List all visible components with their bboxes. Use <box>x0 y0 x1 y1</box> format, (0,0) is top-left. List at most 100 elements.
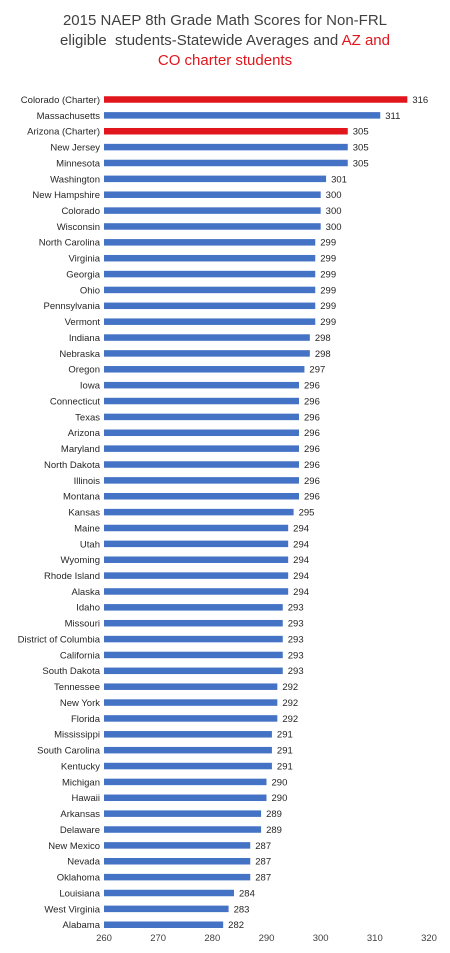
x-axis: 260 270 280 290 300 310 320 <box>96 933 437 944</box>
value-label-11: 299 <box>320 269 336 280</box>
bar-22 <box>104 445 299 452</box>
value-label-10: 299 <box>320 254 336 265</box>
value-label-16: 298 <box>315 349 331 360</box>
title-line-2-part-2: AZ and <box>342 32 390 49</box>
category-label-36: South Dakota <box>42 666 100 677</box>
bar-48 <box>104 858 251 865</box>
bar-51 <box>104 905 229 913</box>
category-label-15: Indiana <box>69 333 101 344</box>
bar-8 <box>104 223 321 230</box>
bar-6 <box>104 191 321 198</box>
bar-4 <box>104 159 348 167</box>
bar-2 <box>104 127 348 135</box>
value-label-17: 297 <box>309 365 325 376</box>
category-label-19: Connecticut <box>50 396 101 407</box>
bar-13 <box>104 302 316 310</box>
value-label-51: 283 <box>234 904 250 915</box>
bar-37 <box>104 683 278 690</box>
value-label-33: 293 <box>288 619 304 630</box>
title-line-2-part-1: eligible students-Statewide Averages and <box>60 32 342 49</box>
bar-40 <box>104 731 272 738</box>
bar-19 <box>104 397 299 405</box>
bar-7 <box>104 207 321 214</box>
category-label-41: South Carolina <box>37 746 101 757</box>
bar-49 <box>104 873 251 881</box>
bar-9 <box>104 239 316 246</box>
value-labels: 316 311 305 305 305 301 300 300 300 299 299 299 299 2… <box>228 95 428 931</box>
title-line-2: eligible students-Statewide Averages and… <box>60 32 390 49</box>
bar-16 <box>104 350 310 357</box>
value-label-49: 287 <box>255 873 271 884</box>
category-label-0: Colorado (Charter) <box>21 95 100 106</box>
value-label-7: 300 <box>326 206 342 217</box>
value-label-18: 296 <box>304 381 320 392</box>
value-label-15: 298 <box>315 333 331 344</box>
value-label-26: 295 <box>299 508 315 519</box>
bar-25 <box>104 493 299 500</box>
value-label-5: 301 <box>331 174 347 185</box>
value-label-32: 293 <box>288 603 304 614</box>
value-label-47: 287 <box>255 841 271 852</box>
category-label-18: Iowa <box>80 381 101 392</box>
bar-1 <box>104 112 381 119</box>
title-line-3-part-1: CO charter students <box>158 52 292 69</box>
value-label-3: 305 <box>353 143 369 154</box>
bar-15 <box>104 334 310 341</box>
x-tick-label-5: 310 <box>367 933 383 944</box>
category-label-32: Idaho <box>76 603 100 614</box>
category-label-22: Maryland <box>61 444 100 455</box>
category-label-29: Wyoming <box>60 555 100 566</box>
value-label-38: 292 <box>282 698 298 709</box>
category-label-37: Tennessee <box>54 682 100 693</box>
value-label-2: 305 <box>353 127 369 138</box>
category-label-40: Mississippi <box>54 730 100 741</box>
bars <box>104 96 408 928</box>
category-label-1: Massachusetts <box>37 111 101 122</box>
category-label-28: Utah <box>80 539 100 550</box>
value-label-28: 294 <box>293 539 309 550</box>
bar-14 <box>104 318 316 325</box>
value-label-39: 292 <box>282 714 298 725</box>
bar-27 <box>104 524 289 532</box>
category-label-17: Oregon <box>68 365 100 376</box>
category-label-20: Texas <box>75 412 100 423</box>
x-tick-label-4: 300 <box>313 933 329 944</box>
value-label-20: 296 <box>304 412 320 423</box>
category-label-24: Illinois <box>74 476 101 487</box>
bar-47 <box>104 842 251 849</box>
category-label-27: Maine <box>74 523 100 534</box>
category-label-25: Montana <box>63 492 101 503</box>
value-label-50: 284 <box>239 888 255 899</box>
title-line-3: CO charter students <box>158 52 292 69</box>
bar-35 <box>104 651 283 659</box>
value-label-46: 289 <box>266 825 282 836</box>
value-label-44: 290 <box>272 793 288 804</box>
value-label-8: 300 <box>326 222 342 233</box>
bar-17 <box>104 366 305 373</box>
value-label-14: 299 <box>320 317 336 328</box>
bar-28 <box>104 540 289 548</box>
value-label-45: 289 <box>266 809 282 820</box>
bar-34 <box>104 635 283 643</box>
category-label-42: Kentucky <box>61 761 100 772</box>
bar-18 <box>104 381 299 389</box>
value-label-43: 290 <box>272 777 288 788</box>
bar-33 <box>104 619 283 627</box>
bar-46 <box>104 826 262 833</box>
category-label-5: Washington <box>50 174 100 185</box>
bar-42 <box>104 762 272 770</box>
bar-50 <box>104 889 234 897</box>
title-line-1-part-1: 2015 NAEP 8th Grade Math Scores for Non-… <box>63 12 387 29</box>
x-tick-label-3: 290 <box>259 933 275 944</box>
value-label-48: 287 <box>255 857 271 868</box>
category-label-47: New Mexico <box>48 841 100 852</box>
value-label-35: 293 <box>288 650 304 661</box>
bar-5 <box>104 175 327 183</box>
category-label-21: Arizona <box>68 428 101 439</box>
category-label-34: District of Columbia <box>18 634 101 645</box>
category-label-50: Louisiana <box>59 888 100 899</box>
chart-title: 2015 NAEP 8th Grade Math Scores for Non-… <box>60 12 390 69</box>
bar-12 <box>104 286 316 294</box>
